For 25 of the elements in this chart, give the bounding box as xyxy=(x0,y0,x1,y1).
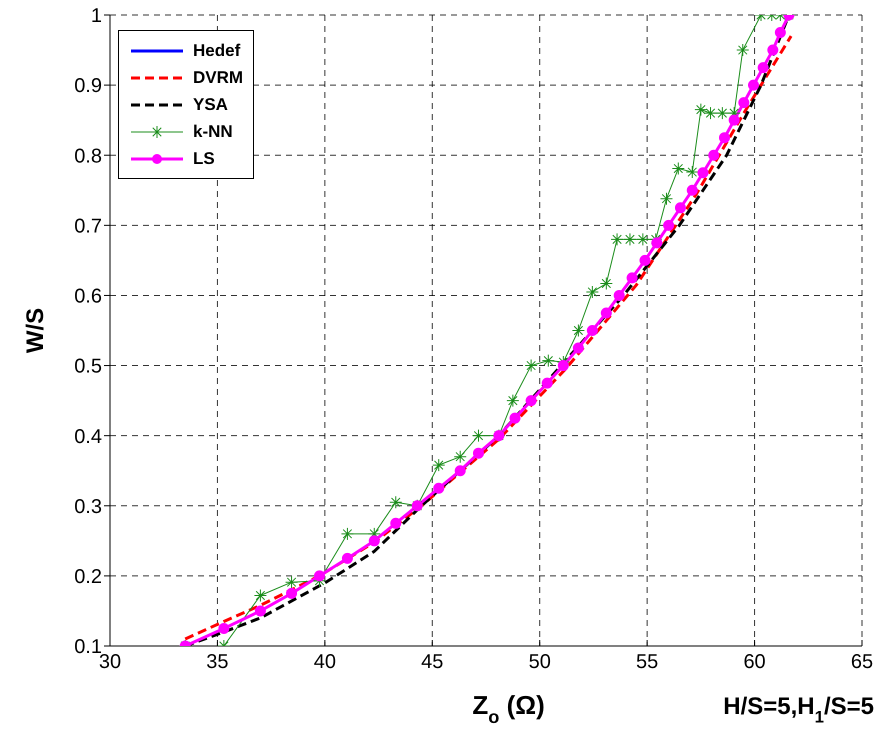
x-tick-label: 30 xyxy=(98,651,122,674)
legend-label: Hedef xyxy=(193,40,240,60)
y-tick-label: 1 xyxy=(90,5,102,28)
x-tick-label: 55 xyxy=(636,651,658,674)
y-tick-label: 0.8 xyxy=(74,145,102,168)
x-tick-label: 45 xyxy=(421,651,444,674)
x-axis-title: Z$_{o}$ (Ω) xyxy=(472,690,545,728)
x-tick-label: 35 xyxy=(206,651,229,674)
y-tick-label: 0.2 xyxy=(74,566,102,588)
text: H/S=5,H$_{1}$/S=5 xyxy=(723,693,874,726)
y-axis-title: W/S xyxy=(22,308,49,354)
x-tick-label: 60 xyxy=(743,651,766,674)
y-tick-label: 0.9 xyxy=(74,75,102,98)
legend-label: YSA xyxy=(193,94,228,114)
legend-label: k-NN xyxy=(193,122,233,142)
x-tick-label: 65 xyxy=(850,651,874,674)
y-tick-label: 0.4 xyxy=(74,426,102,448)
legend-label: DVRM xyxy=(193,68,244,88)
y-tick-label: 0.3 xyxy=(74,496,102,518)
legend-label: LS xyxy=(193,148,215,168)
y-tick-label: 0.6 xyxy=(74,286,102,308)
y-tick-label: 0.7 xyxy=(74,215,102,238)
x-tick-label: 40 xyxy=(314,651,336,674)
x-tick-label: 50 xyxy=(528,651,551,674)
y-tick-label: 0.5 xyxy=(74,356,102,378)
